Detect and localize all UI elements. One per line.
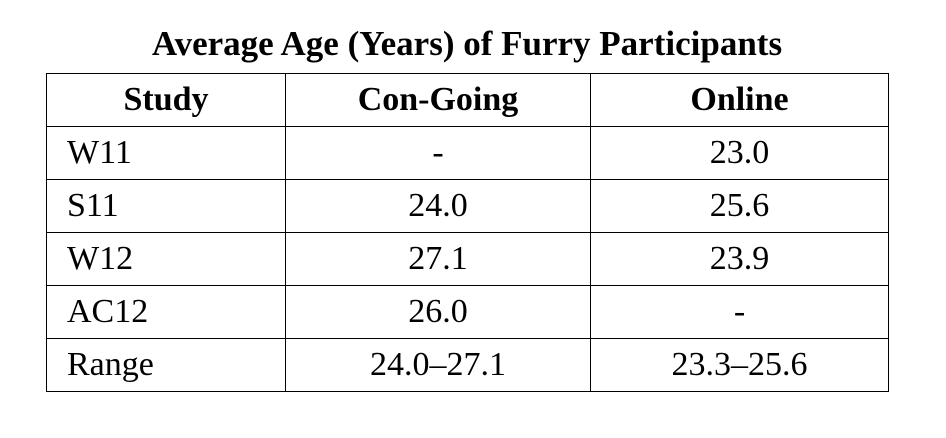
table-cell: 24.0 — [285, 179, 591, 233]
table-cell: 23.3–25.6 — [590, 338, 889, 392]
table-cell: 23.9 — [590, 232, 889, 286]
table-cell: 24.0–27.1 — [285, 338, 591, 392]
table-cell: - — [590, 285, 889, 339]
table-cell: 25.6 — [590, 179, 889, 233]
table-row: AC12 26.0- — [46, 285, 889, 339]
table-cell: AC12 — [46, 285, 286, 339]
table-cell: 23.0 — [590, 126, 889, 180]
table-cell: W11 — [46, 126, 286, 180]
table-row: S11 24.0 25.6 — [46, 179, 889, 233]
table-row: W11-23.0 — [46, 126, 889, 180]
table-cell: - — [285, 126, 591, 180]
header-row: Study Con-Going Online — [46, 73, 889, 127]
header-cell: Con-Going — [285, 73, 591, 127]
table-title: Average Age (Years) of Furry Participant… — [151, 24, 783, 63]
table-cell: W12 — [46, 232, 286, 286]
table-cell: 27.1 — [285, 232, 591, 286]
data-table: Study Con-Going Online W11-23.0 S11 24.0 25.6… — [46, 73, 889, 392]
table-row: W12 27.1 23.9 — [46, 232, 889, 286]
table-cell: Range — [46, 338, 286, 392]
table-cell: 26.0 — [285, 285, 591, 339]
header-cell: Online — [590, 73, 889, 127]
table-cell: S11 — [46, 179, 286, 233]
header-cell: Study — [46, 73, 286, 127]
table-row: Range 24.0–27.1 23.3–25.6 — [46, 338, 889, 392]
